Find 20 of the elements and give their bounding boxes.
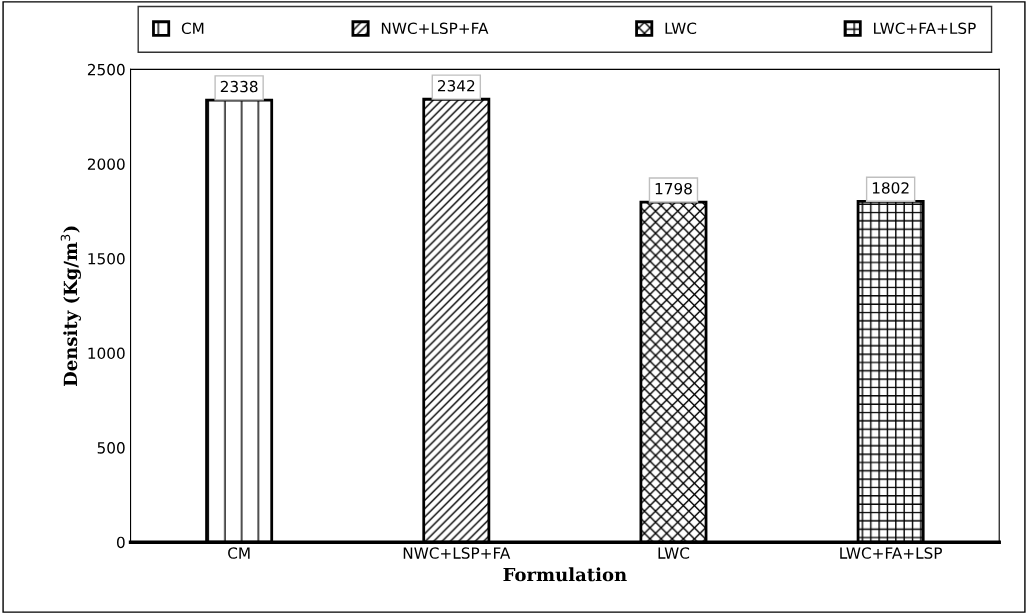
data-label: 1798 — [655, 182, 692, 195]
y-tick-label: 2000 — [87, 158, 125, 170]
y-tick-label: 1500 — [88, 252, 125, 265]
data-label: 2338 — [220, 80, 258, 93]
data-label: 1802 — [872, 182, 909, 194]
x-tick-label: LWC+FA+LSP — [840, 547, 942, 559]
legend-label: LWC+FA+LSP — [874, 22, 976, 35]
y-axis-title: Density (Kg/m$^{3}$) — [60, 226, 81, 387]
data-label: 2342 — [437, 80, 475, 92]
legend-label: NWC+LSP+FA — [381, 22, 489, 35]
y-tick-label: 0 — [116, 536, 125, 549]
x-tick-label: CM — [228, 547, 250, 559]
x-tick-label: LWC — [658, 547, 690, 559]
y-tick-label: 500 — [97, 442, 125, 454]
x-axis-title: Formulation — [503, 567, 627, 582]
x-tick-label: NWC+LSP+FA — [403, 547, 511, 559]
y-tick-label: 1000 — [88, 347, 125, 360]
y-tick-label: 2500 — [87, 63, 125, 76]
legend-label: LWC — [665, 22, 697, 35]
legend-label: CM — [181, 22, 204, 35]
